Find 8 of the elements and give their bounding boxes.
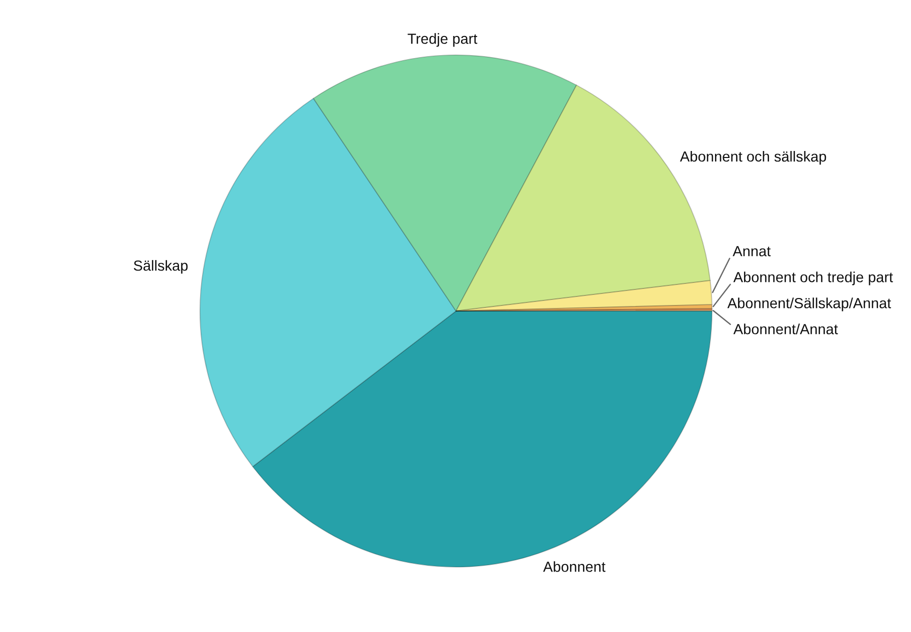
slice-label: Abonnent och tredje part	[733, 272, 893, 286]
slice-label: Abonnent/Annat	[733, 324, 838, 334]
slice-label: Abonnent och sällskap	[680, 150, 826, 165]
slice-label: Sällskap	[134, 260, 188, 274]
slice-label: Abonnent	[543, 561, 606, 572]
slice-label: Tredje part	[408, 33, 478, 47]
slice-label: Annat	[732, 246, 771, 256]
slice-label: Abonnent/Sällskap/Annat	[727, 298, 892, 312]
